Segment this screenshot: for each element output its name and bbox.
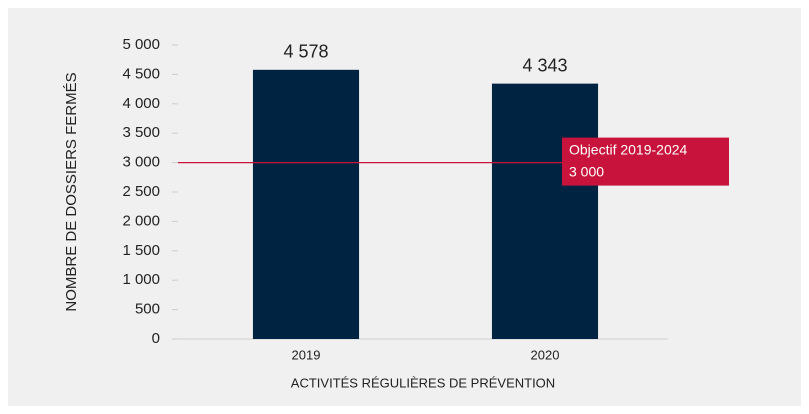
y-tick-label: 1 500 xyxy=(122,242,160,259)
y-tick-label: 4 500 xyxy=(122,65,160,82)
y-tick-label: 5 000 xyxy=(122,36,160,53)
y-tick-label: 0 xyxy=(152,330,160,347)
reference-text: Objectif 2019-2024 xyxy=(569,141,688,157)
y-tick-label: 3 500 xyxy=(122,124,160,141)
bar xyxy=(491,83,599,340)
reference-value-label: 3 000 xyxy=(569,163,604,179)
bar xyxy=(252,69,360,339)
y-tick-label: 2 000 xyxy=(122,212,160,229)
y-tick-label: 4 000 xyxy=(122,95,160,112)
data-label: 4 343 xyxy=(522,55,567,75)
y-axis-title: NOMBRE DE DOSSIERS FERMÉS xyxy=(63,72,80,311)
y-tick-label: 1 000 xyxy=(122,271,160,288)
y-tick-label: 3 000 xyxy=(122,154,160,171)
chart-background xyxy=(8,8,801,406)
x-axis-title: ACTIVITÉS RÉGULIÈRES DE PRÉVENTION xyxy=(291,375,555,390)
x-tick-label: 2019 xyxy=(292,347,321,362)
y-tick-label: 500 xyxy=(135,301,160,318)
data-label: 4 578 xyxy=(283,42,328,62)
reference-label-box xyxy=(562,137,729,186)
y-tick-label: 2 500 xyxy=(122,183,160,200)
x-tick-label: 2020 xyxy=(531,347,560,362)
